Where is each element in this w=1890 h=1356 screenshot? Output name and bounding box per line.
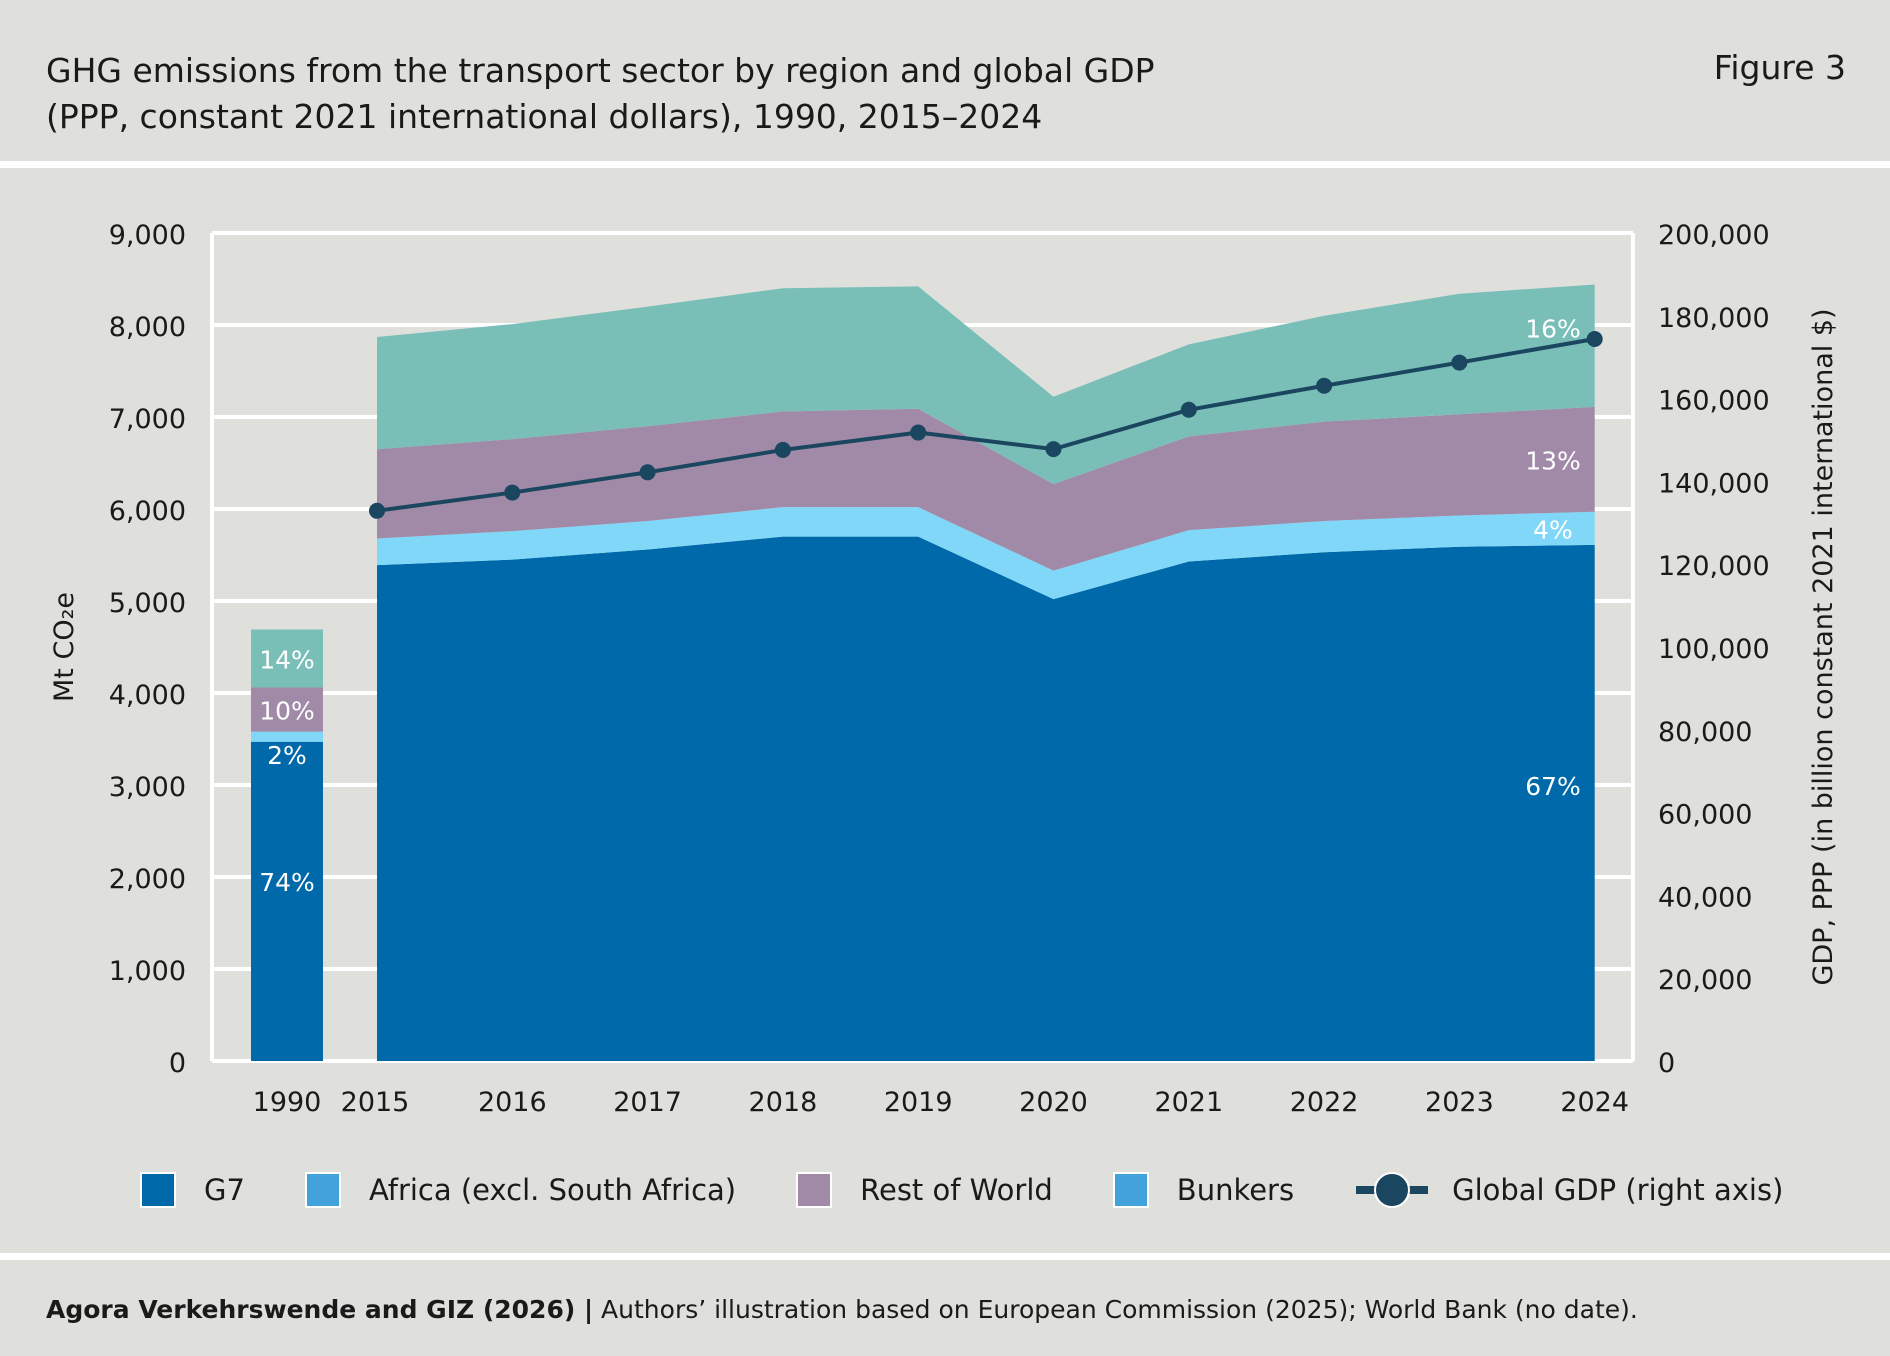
x-tick-label: 2019 — [884, 1087, 953, 1118]
x-tick-label: 2021 — [1154, 1087, 1223, 1118]
data-label: 13% — [1525, 446, 1581, 475]
data-label: 14% — [259, 646, 315, 675]
chart-title: GHG emissions from the transport sector … — [46, 48, 1155, 140]
x-tick-label: 2023 — [1425, 1087, 1494, 1118]
y-tick-label: 1,000 — [109, 956, 186, 987]
gdp-line — [376, 337, 1596, 513]
y2-axis-label: GDP, PPP (in billion constant 2021 inter… — [1808, 308, 1839, 985]
gdp-point — [774, 441, 791, 458]
y2-tick-label: 200,000 — [1658, 220, 1770, 251]
chart: 0 1,000 2,000 3,000 4,000 5,000 6,000 7,000 8,00… — [49, 220, 1839, 1118]
data-label: 2% — [267, 741, 307, 770]
gdp-point — [910, 424, 927, 441]
bar-1990-africa-excl-south-africa- — [251, 731, 323, 742]
legend-item: Global GDP (right axis) — [1354, 1170, 1783, 1210]
legend-label: Africa (excl. South Africa) — [368, 1173, 737, 1207]
y-tick-label: 5,000 — [109, 588, 186, 619]
y-tick-label: 8,000 — [109, 312, 186, 343]
y-axis-label: Mt CO₂e — [49, 592, 80, 702]
divider — [0, 1253, 1890, 1260]
legend-label: Rest of World — [860, 1173, 1053, 1207]
x-tick-label: 2018 — [749, 1087, 818, 1118]
legend: G7 Africa (excl. South Africa) Rest of Wor… — [140, 1170, 1843, 1210]
x-tick-label: 2017 — [613, 1087, 682, 1118]
legend-swatch — [140, 1172, 176, 1208]
x-tick-label: 2022 — [1290, 1087, 1359, 1118]
legend-item: G7 — [140, 1172, 245, 1208]
bar-1990-rest-of-world — [251, 687, 323, 732]
legend-item: Rest of World — [796, 1172, 1053, 1208]
x-tick-label: 1990 — [253, 1087, 322, 1118]
y-tick-label: 6,000 — [109, 496, 186, 527]
source-bold: Agora Verkehrswende and GIZ (2026) | — [46, 1295, 594, 1324]
x-tick-label: 2024 — [1560, 1087, 1629, 1118]
gdp-point — [639, 464, 656, 481]
bar-1990-g7 — [251, 741, 323, 1061]
y2-tick-label: 140,000 — [1658, 468, 1770, 499]
area-africa-excl-south-africa- — [377, 507, 1595, 600]
legend-label: G7 — [204, 1173, 245, 1207]
legend-label: Bunkers — [1176, 1173, 1295, 1207]
y2-tick-label: 40,000 — [1658, 882, 1752, 913]
area-g7 — [377, 536, 1595, 1061]
data-label: 67% — [1525, 772, 1581, 801]
legend-swatch — [304, 1172, 341, 1208]
source-text: Authors’ illustration based on European … — [593, 1295, 1638, 1324]
x-tick-label: 2020 — [1019, 1087, 1088, 1118]
y2-tick-label: 20,000 — [1658, 965, 1752, 996]
data-label: 10% — [259, 697, 315, 726]
data-label: 4% — [1533, 515, 1573, 544]
area-rest-of-world — [377, 406, 1595, 571]
y2-tick-label: 80,000 — [1658, 717, 1752, 748]
y2-tick-label: 120,000 — [1658, 551, 1770, 582]
title-line-1: GHG emissions from the transport sector … — [46, 51, 1155, 90]
y2-tick-label: 180,000 — [1658, 303, 1770, 334]
gdp-point — [1451, 354, 1468, 371]
legend-swatch — [1112, 1172, 1149, 1208]
y2-tick-label: 160,000 — [1658, 386, 1770, 417]
source: Agora Verkehrswende and GIZ (2026) | Aut… — [46, 1295, 1638, 1324]
area-bunkers — [377, 284, 1595, 485]
figure-number: Figure 3 — [1713, 48, 1846, 87]
y2-tick-label: 0 — [1658, 1048, 1675, 1079]
gdp-point — [1586, 330, 1603, 347]
gdp-point — [1316, 377, 1333, 394]
gdp-point — [504, 484, 521, 501]
title-line-2: (PPP, constant 2021 international dollar… — [46, 97, 1043, 136]
y2-tick-label: 100,000 — [1658, 634, 1770, 665]
legend-item: Bunkers — [1112, 1172, 1295, 1208]
y-tick-label: 0 — [169, 1048, 186, 1079]
gdp-point — [369, 502, 385, 519]
x-tick-label: 2015 — [341, 1087, 410, 1118]
x-tick-label: 2016 — [478, 1087, 547, 1118]
data-label: 16% — [1525, 315, 1581, 344]
y-tick-label: 9,000 — [109, 220, 186, 251]
gdp-point — [1180, 401, 1197, 418]
y-tick-label: 7,000 — [109, 404, 186, 435]
data-label: 74% — [259, 868, 315, 897]
y-tick-label: 3,000 — [109, 772, 186, 803]
y2-tick-label: 60,000 — [1658, 800, 1752, 831]
divider — [0, 161, 1890, 168]
legend-item: Africa (excl. South Africa) — [304, 1172, 737, 1208]
legend-label: Global GDP (right axis) — [1452, 1173, 1784, 1207]
y-tick-label: 4,000 — [109, 680, 186, 711]
gdp-point — [1045, 441, 1062, 458]
bar-1990-bunkers — [251, 629, 323, 688]
y-tick-label: 2,000 — [109, 864, 186, 895]
legend-line-marker-icon — [1356, 1172, 1429, 1208]
legend-swatch — [796, 1172, 833, 1208]
